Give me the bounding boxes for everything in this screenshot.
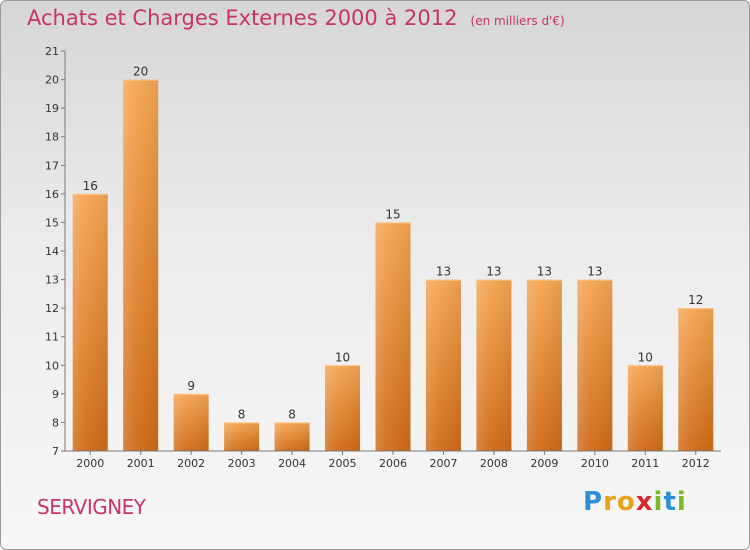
x-tick-label: 2010 xyxy=(581,457,609,470)
data-label: 13 xyxy=(537,265,552,279)
proxiti-logo: Proxiti xyxy=(583,487,687,517)
x-tick-label: 2000 xyxy=(76,457,104,470)
data-label: 13 xyxy=(587,265,602,279)
bar-sheen xyxy=(476,279,512,451)
y-tick-label: 18 xyxy=(45,131,59,144)
data-label: 13 xyxy=(486,265,501,279)
bar-sheen xyxy=(274,422,310,451)
y-tick-label: 19 xyxy=(45,102,59,115)
y-tick-label: 11 xyxy=(45,331,59,344)
x-tick-label: 2011 xyxy=(631,457,659,470)
y-tick-label: 14 xyxy=(45,245,59,258)
bar-sheen xyxy=(123,79,159,452)
x-tick-label: 2009 xyxy=(530,457,558,470)
logo-letter: o xyxy=(616,487,636,517)
logo-letter: P xyxy=(583,487,604,517)
logo-letter: t xyxy=(663,487,677,517)
data-label: 13 xyxy=(436,265,451,279)
commune-name: SERVIGNEY xyxy=(37,495,146,519)
y-tick-label: 13 xyxy=(45,274,59,287)
bar-sheen xyxy=(577,279,613,451)
data-label: 16 xyxy=(83,179,98,193)
y-axis: 7 8 9 10 11 12 13 14 15 16 17 18 19 20 21 xyxy=(45,45,66,458)
data-label: 9 xyxy=(187,379,195,393)
unit-label: (en milliers d'€) xyxy=(470,14,565,28)
x-tick-label: 2012 xyxy=(682,457,710,470)
logo-letter: i xyxy=(676,487,687,517)
bar-sheen xyxy=(325,365,361,451)
data-label: 20 xyxy=(133,65,148,79)
title-text: Achats et Charges Externes 2000 à 2012 xyxy=(27,6,458,30)
bar-sheen xyxy=(224,422,260,451)
x-tick-label: 2007 xyxy=(429,457,457,470)
y-tick-label: 21 xyxy=(45,45,59,58)
bar-sheen xyxy=(425,279,461,451)
bar-sheen xyxy=(72,193,108,451)
y-tick-label: 15 xyxy=(45,216,59,229)
y-tick-label: 9 xyxy=(52,388,59,401)
y-tick-label: 10 xyxy=(45,359,59,372)
x-tick-label: 2001 xyxy=(127,457,155,470)
y-tick-label: 20 xyxy=(45,74,59,87)
data-label: 8 xyxy=(288,407,296,421)
data-label: 10 xyxy=(335,350,350,364)
data-label: 15 xyxy=(385,207,400,221)
x-axis: 2000 2001 2002 2003 2004 2005 2006 2007 2008 2009… xyxy=(65,450,721,470)
bar-sheen xyxy=(526,279,562,451)
logo-letter: i xyxy=(653,487,664,517)
x-tick-label: 2002 xyxy=(177,457,205,470)
data-label: 8 xyxy=(238,407,246,421)
y-tick-label: 7 xyxy=(52,445,59,458)
y-tick-label: 16 xyxy=(45,188,59,201)
x-tick-label: 2003 xyxy=(228,457,256,470)
data-label: 12 xyxy=(688,293,703,307)
chart-title: Achats et Charges Externes 2000 à 2012 (… xyxy=(27,6,565,30)
bar-sheen xyxy=(678,308,714,451)
x-tick-label: 2004 xyxy=(278,457,306,470)
x-tick-label: 2006 xyxy=(379,457,407,470)
data-label: 10 xyxy=(638,350,653,364)
y-tick-label: 8 xyxy=(52,416,59,429)
x-tick-label: 2005 xyxy=(329,457,357,470)
logo-letter: x xyxy=(635,487,654,517)
bar-sheen xyxy=(627,365,663,451)
y-tick-label: 12 xyxy=(45,302,59,315)
logo-letter: r xyxy=(603,487,617,517)
bar-sheen xyxy=(375,222,411,451)
bars-group: 16 20 9 8 8 10 15 13 13 13 13 10 12 xyxy=(72,65,714,452)
bar-sheen xyxy=(173,393,209,451)
y-tick-label: 17 xyxy=(45,159,59,172)
x-tick-label: 2008 xyxy=(480,457,508,470)
